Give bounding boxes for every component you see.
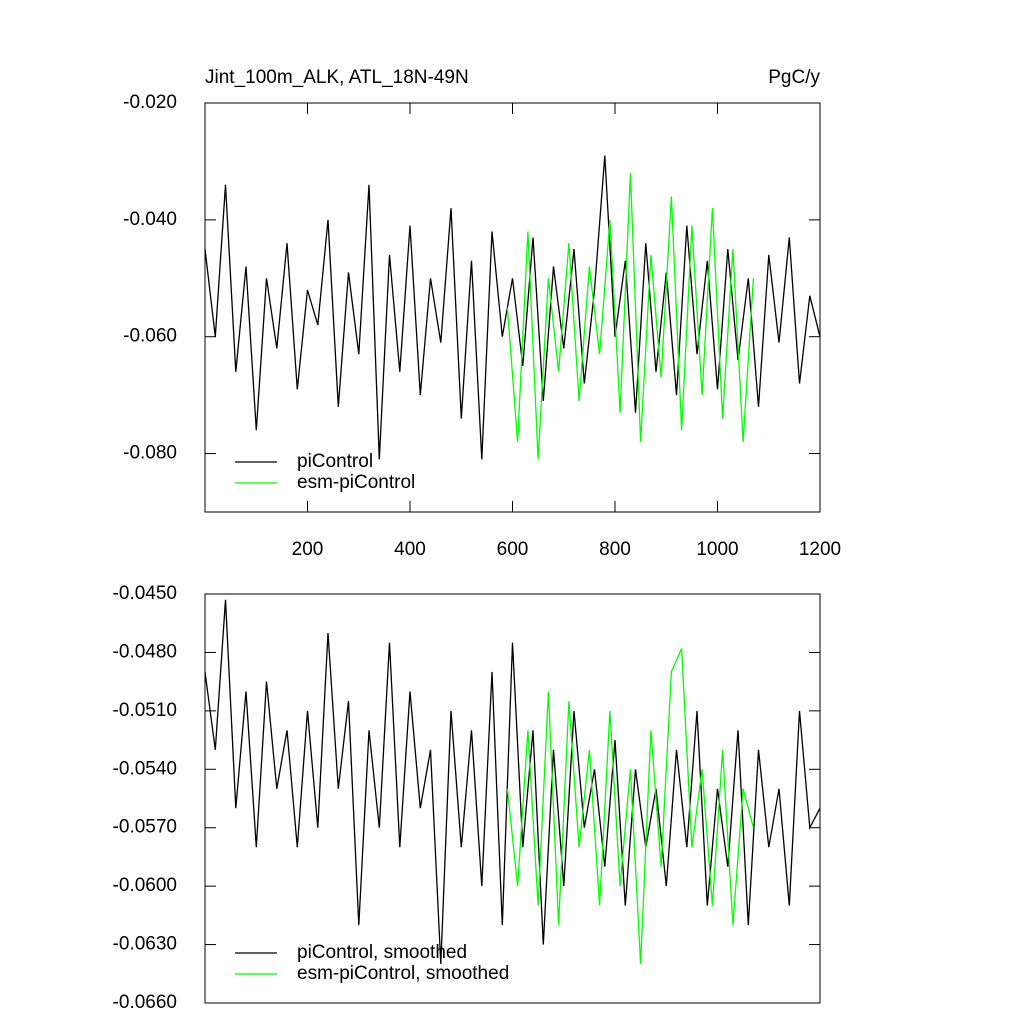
legend-label: esm-piControl — [297, 472, 415, 493]
x-tick-label: 1200 — [799, 539, 841, 560]
y-tick-label: -0.0450 — [113, 583, 177, 604]
y-tick-label: -0.0630 — [113, 934, 177, 955]
chart-title: Jint_100m_ALK, ATL_18N-49N — [205, 67, 469, 88]
legend-label: piControl — [297, 451, 373, 472]
series-line — [506, 648, 755, 965]
x-tick-label: 1000 — [696, 539, 738, 560]
series-line — [204, 155, 821, 460]
y-tick-label: -0.0570 — [113, 817, 177, 838]
legend-label: esm-piControl, smoothed — [297, 963, 509, 984]
y-tick-label: -0.080 — [123, 443, 177, 464]
y-tick-label: -0.060 — [123, 326, 177, 347]
series-line — [204, 599, 821, 965]
y-tick-label: -0.040 — [123, 209, 177, 230]
y-tick-label: -0.0510 — [113, 700, 177, 721]
series-line — [506, 173, 755, 460]
unit-label: PgC/y — [768, 67, 820, 88]
x-tick-label: 200 — [292, 539, 324, 560]
y-tick-label: -0.0480 — [113, 641, 177, 662]
x-tick-label: 800 — [599, 539, 631, 560]
y-tick-label: -0.0540 — [113, 758, 177, 779]
x-tick-label: 600 — [497, 539, 529, 560]
y-tick-label: -0.0660 — [113, 992, 177, 1013]
y-tick-label: -0.020 — [123, 92, 177, 113]
plot-frame — [204, 593, 821, 1004]
legend-label: piControl, smoothed — [297, 942, 467, 963]
x-tick-label: 400 — [394, 539, 426, 560]
y-tick-label: -0.0600 — [113, 875, 177, 896]
